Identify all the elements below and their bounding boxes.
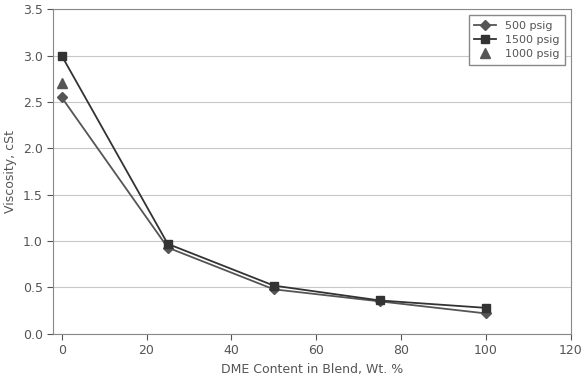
1500 psig (376, 298, 383, 303)
Y-axis label: Viscosity, cSt: Viscosity, cSt (4, 130, 17, 213)
500 psig (483, 311, 490, 316)
1500 psig (271, 283, 278, 288)
Legend: 500 psig, 1500 psig, 1000 psig: 500 psig, 1500 psig, 1000 psig (468, 15, 565, 65)
500 psig (271, 287, 278, 291)
1500 psig (164, 242, 171, 246)
Line: 1500 psig: 1500 psig (58, 51, 490, 312)
500 psig (164, 245, 171, 250)
X-axis label: DME Content in Blend, Wt. %: DME Content in Blend, Wt. % (221, 363, 403, 376)
1500 psig (483, 306, 490, 310)
500 psig (58, 95, 65, 100)
1500 psig (58, 53, 65, 58)
Line: 500 psig: 500 psig (58, 94, 490, 317)
500 psig (376, 299, 383, 304)
